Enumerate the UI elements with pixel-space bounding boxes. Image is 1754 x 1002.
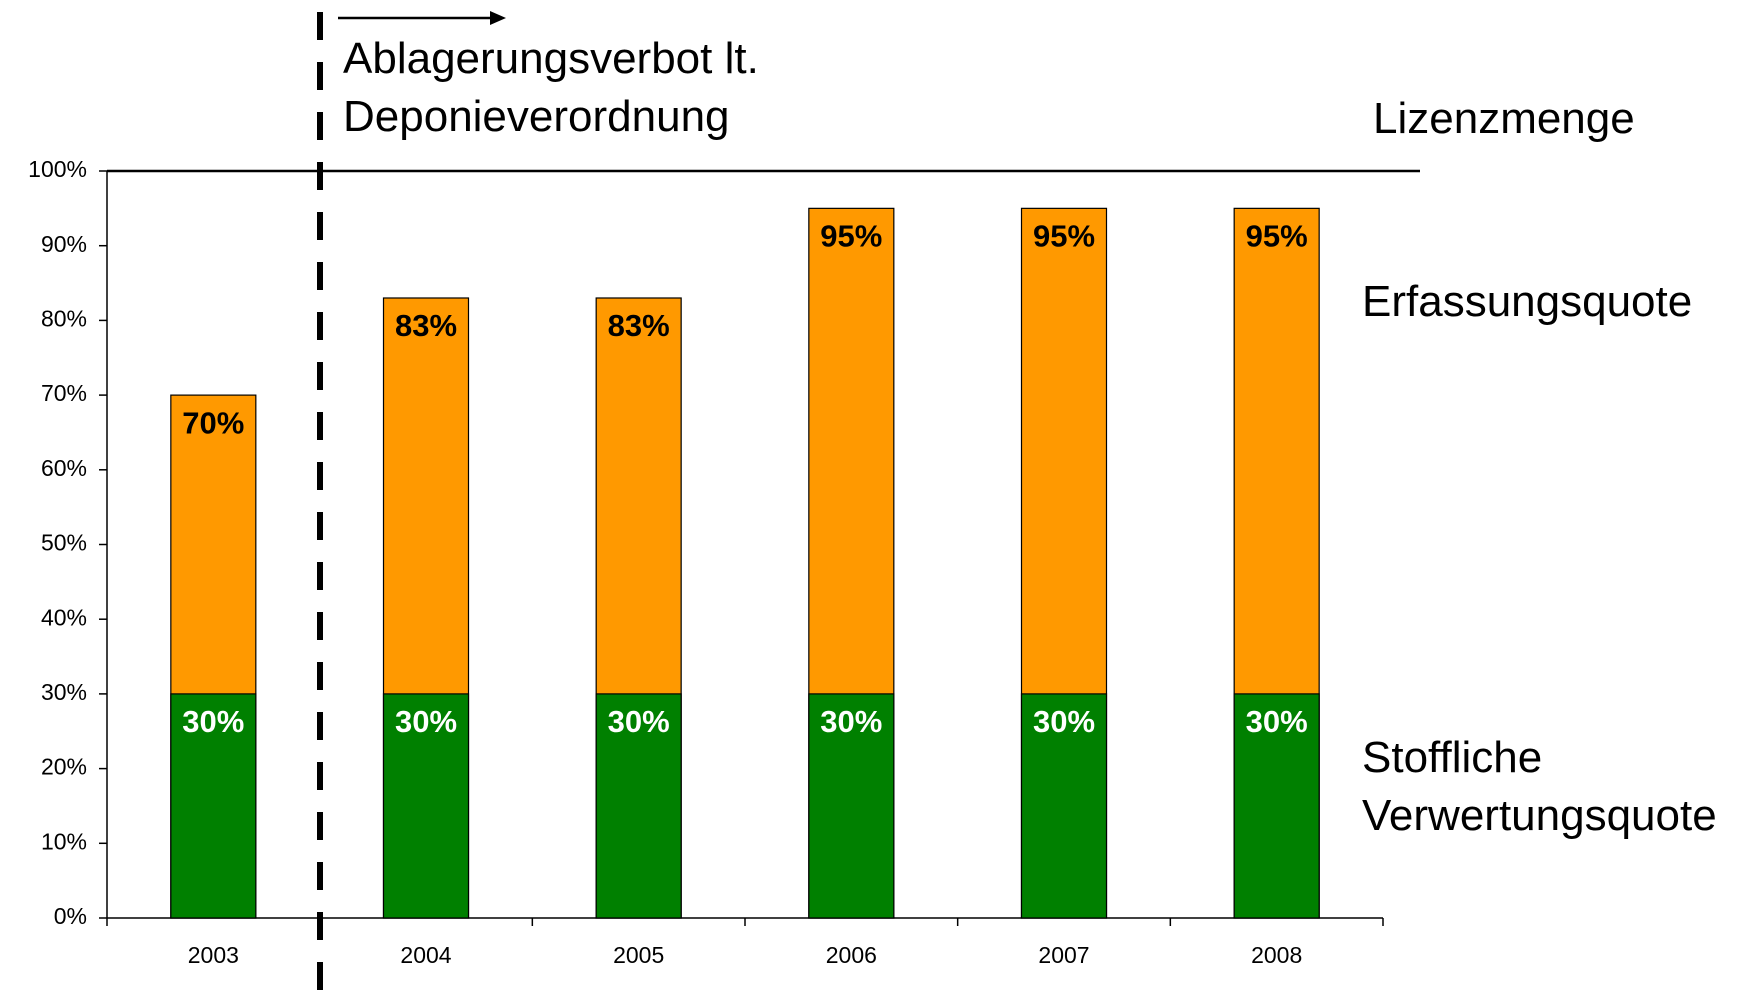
bar: [170, 693, 257, 919]
series-label: Erfassungsquote: [1362, 277, 1693, 326]
value-label: 83%: [608, 308, 670, 343]
y-tick-label: 50%: [41, 530, 87, 556]
value-label: 95%: [820, 219, 882, 254]
x-tick-label: 2006: [826, 942, 877, 968]
value-label: 83%: [395, 308, 457, 343]
reference-label: Lizenzmenge: [1373, 94, 1635, 143]
value-label: 30%: [395, 704, 457, 739]
series-label: Stoffliche Verwertungsquote: [1362, 733, 1717, 840]
y-tick-label: 70%: [41, 380, 87, 406]
bar: [1233, 693, 1320, 919]
y-tick-label: 40%: [41, 604, 87, 630]
y-tick-label: 0%: [54, 903, 87, 929]
y-tick-label: 90%: [41, 231, 87, 257]
annotation: Ablagerungsverbot lt. Deponieverordnung: [343, 34, 759, 141]
bar: [595, 693, 682, 919]
x-tick-label: 2003: [188, 942, 239, 968]
value-label: 30%: [1246, 704, 1308, 739]
x-tick-label: 2008: [1251, 942, 1302, 968]
y-tick-label: 100%: [28, 156, 87, 182]
x-tick-label: 2007: [1038, 942, 1089, 968]
bar: [1020, 693, 1108, 919]
y-tick-label: 30%: [41, 679, 87, 705]
x-tick-label: 2004: [400, 942, 451, 968]
y-tick-label: 20%: [41, 754, 87, 780]
value-label: 30%: [608, 704, 670, 739]
y-tick-label: 10%: [41, 828, 87, 854]
value-label: 95%: [1033, 219, 1095, 254]
y-tick-label: 60%: [41, 455, 87, 481]
y-tick-label: 80%: [41, 305, 87, 331]
value-label: 30%: [820, 704, 882, 739]
value-label: 30%: [1033, 704, 1095, 739]
value-label: 70%: [182, 405, 244, 440]
x-tick-label: 2005: [613, 942, 664, 968]
value-label: 95%: [1246, 219, 1308, 254]
value-label: 30%: [182, 704, 244, 739]
bar: [808, 693, 895, 919]
arrow-head: [490, 11, 506, 25]
bar: [382, 693, 470, 919]
